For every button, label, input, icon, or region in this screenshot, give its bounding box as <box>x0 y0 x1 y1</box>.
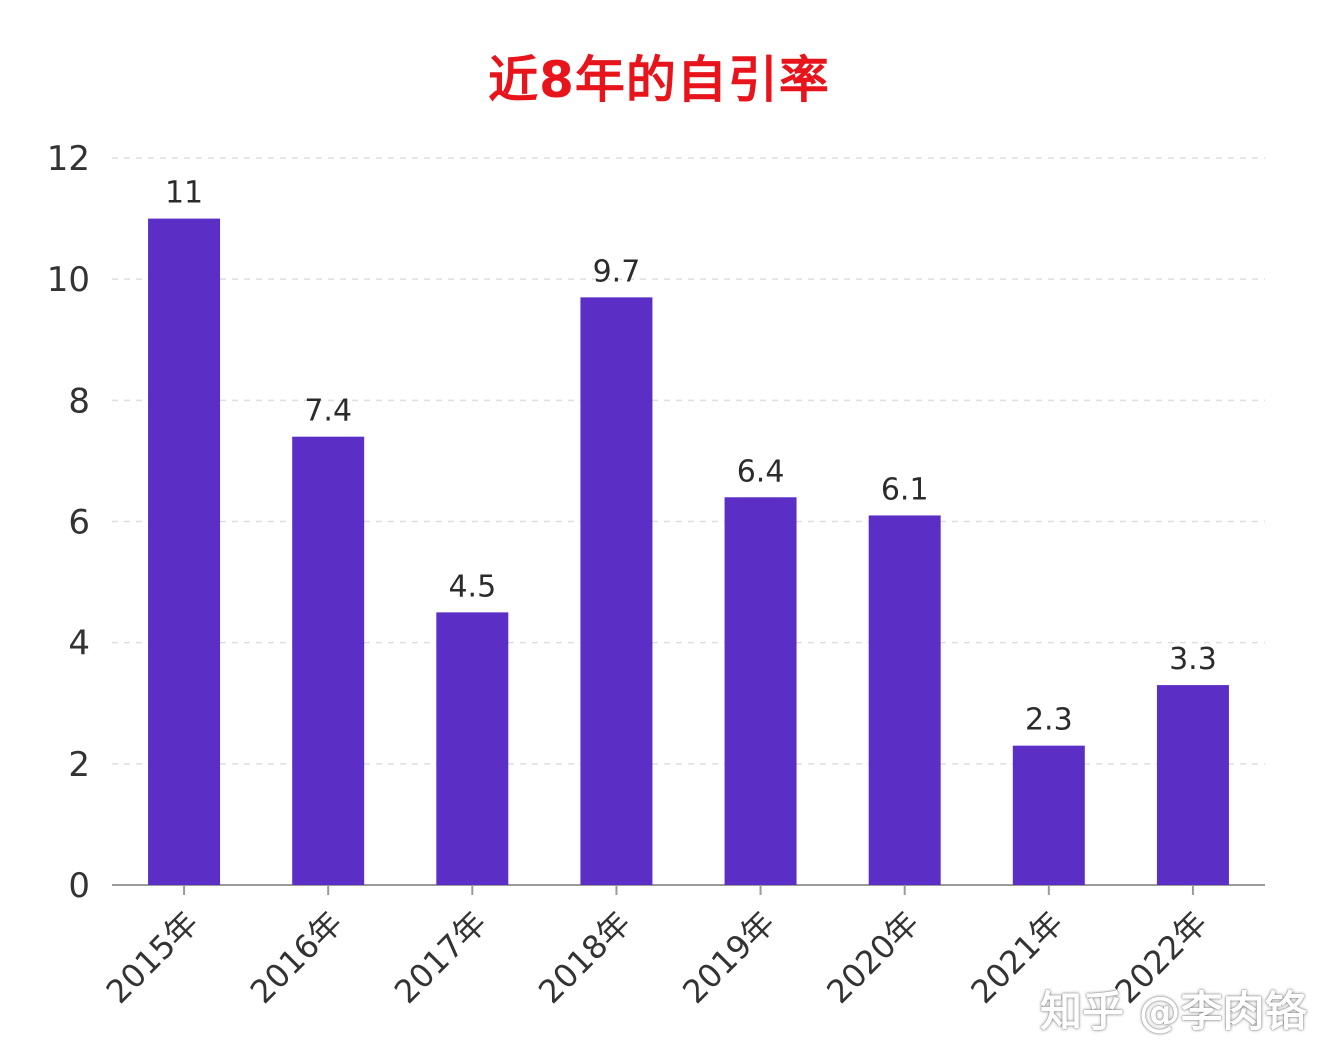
bar <box>292 436 365 885</box>
x-tick-label: 2016年 <box>243 904 350 1011</box>
bar <box>580 297 653 885</box>
data-label: 4.5 <box>448 569 496 604</box>
bar <box>148 218 221 886</box>
bar <box>1156 685 1229 885</box>
y-tick-label: 4 <box>68 624 90 664</box>
bar <box>1012 745 1085 885</box>
bar <box>868 515 941 885</box>
y-tick-label: 10 <box>47 260 90 300</box>
data-label: 6.4 <box>737 454 785 489</box>
chart-title: 近8年的自引率 <box>488 51 830 109</box>
bar <box>436 612 509 885</box>
data-label: 3.3 <box>1169 642 1217 677</box>
data-label: 9.7 <box>593 254 641 289</box>
y-tick-label: 6 <box>68 503 90 543</box>
data-label: 7.4 <box>304 394 352 429</box>
data-label: 11 <box>165 176 203 211</box>
x-tick-label: 2017年 <box>387 904 494 1011</box>
y-tick-label: 2 <box>68 745 90 785</box>
y-tick-label: 8 <box>68 381 90 421</box>
data-label: 6.1 <box>881 472 929 507</box>
watermark: 知乎 @李肉铬 <box>1040 987 1307 1036</box>
data-label: 2.3 <box>1025 703 1073 738</box>
bar <box>724 497 797 885</box>
y-tick-label: 0 <box>68 866 90 906</box>
y-tick-label: 12 <box>47 139 90 179</box>
x-tick-label: 2018年 <box>531 904 638 1011</box>
x-tick-label: 2020年 <box>819 904 926 1011</box>
x-tick-label: 2015年 <box>99 904 206 1011</box>
x-tick-label: 2019年 <box>675 904 782 1011</box>
